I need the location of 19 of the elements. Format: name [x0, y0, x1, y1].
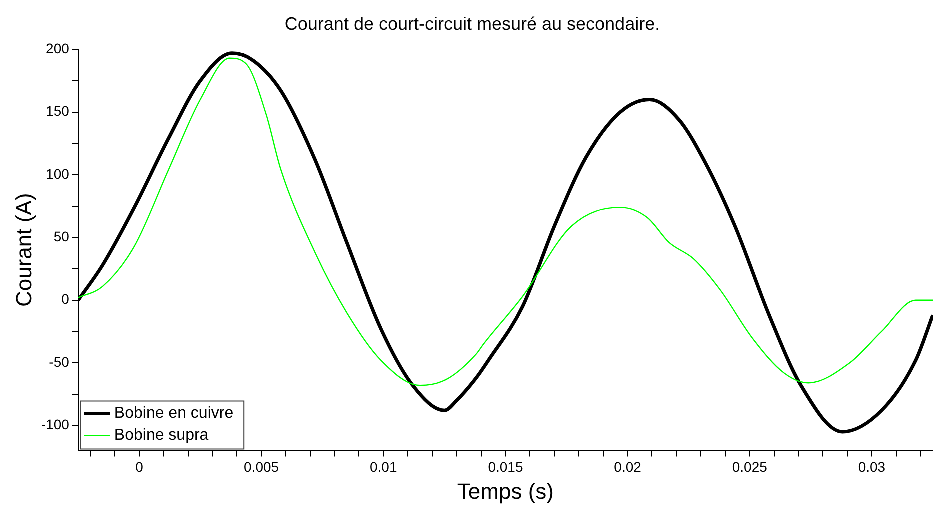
- y-tick-label: -50: [49, 354, 70, 370]
- y-tick-label: 50: [54, 228, 70, 245]
- y-tick-label: 0: [62, 291, 70, 308]
- y-tick-label: 100: [46, 166, 70, 182]
- x-tick-label: 0.025: [732, 459, 768, 476]
- x-tick-label: 0.015: [488, 459, 524, 476]
- x-tick-label: 0: [136, 459, 144, 476]
- x-axis-title: Temps (s): [457, 478, 554, 504]
- y-tick-label: 200: [46, 40, 70, 56]
- y-tick-label: 150: [46, 103, 70, 120]
- legend-label: Bobine en cuivre: [114, 405, 234, 422]
- chart-title: Courant de court-circuit mesuré au secondaire.: [284, 14, 660, 34]
- x-tick-label: 0.01: [370, 459, 398, 476]
- legend-label: Bobine supra: [114, 427, 209, 444]
- x-tick-label: 0.03: [858, 459, 886, 476]
- y-tick-label: -100: [41, 416, 70, 433]
- y-axis-title: Courant (A): [11, 193, 36, 308]
- x-tick-label: 0.02: [614, 459, 642, 476]
- x-tick-label: 0.005: [244, 459, 280, 476]
